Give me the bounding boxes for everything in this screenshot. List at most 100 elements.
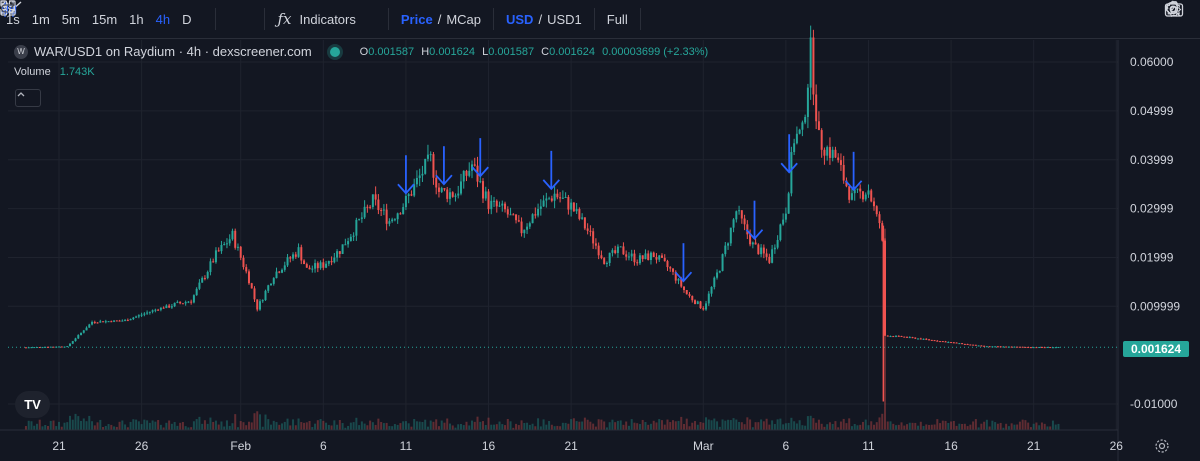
volume-bar	[583, 417, 586, 430]
candle-body	[696, 301, 699, 304]
mcap-option[interactable]: MCap	[446, 11, 481, 27]
interval-4h[interactable]: 4h	[155, 11, 171, 27]
x-tick-label: Feb	[230, 439, 251, 453]
candle-body	[583, 217, 586, 229]
candle-body	[407, 194, 410, 197]
interval-1m[interactable]: 1m	[31, 11, 50, 27]
interval-d[interactable]: D	[182, 11, 192, 27]
candle-body	[495, 200, 498, 207]
volume-bar	[980, 423, 983, 430]
candle-body	[1024, 346, 1027, 348]
volume-bar	[950, 421, 953, 430]
volume-bar	[966, 426, 969, 430]
volume-bar	[826, 424, 829, 430]
volume-bar	[187, 427, 190, 430]
candle-body	[38, 346, 41, 348]
volume-bar	[721, 419, 724, 430]
candle-body	[526, 226, 529, 230]
volume-bar	[33, 425, 36, 430]
full-label: Full	[606, 11, 628, 27]
volume-bar	[746, 417, 749, 430]
price-mcap-toggle[interactable]: Price / MCap	[395, 0, 487, 38]
volume-bar	[179, 422, 182, 430]
volume-bar	[677, 420, 680, 430]
candle-body	[867, 190, 870, 195]
redo-icon[interactable]	[0, 0, 671, 38]
interval-1h[interactable]: 1h	[129, 11, 144, 27]
volume-bar	[132, 419, 135, 430]
interval-5m[interactable]: 5m	[61, 11, 80, 27]
volume-bar	[1038, 425, 1041, 430]
candle-body	[636, 262, 639, 264]
volume-bar	[165, 422, 168, 430]
volume-bar	[586, 419, 589, 430]
candle-body	[721, 254, 724, 271]
x-tick-label: Mar	[693, 439, 714, 453]
ohlc-values: O0.001587 H0.001624 L0.001587 C0.001624 …	[360, 46, 709, 58]
candle-body	[947, 342, 950, 344]
price-option[interactable]: Price	[400, 11, 433, 27]
volume-bar	[669, 422, 672, 430]
candle-body	[655, 257, 658, 260]
interval-15m[interactable]: 15m	[91, 11, 118, 27]
volume-bar	[96, 422, 99, 430]
indicators-label: Indicators	[299, 11, 356, 27]
candle-body	[804, 117, 807, 123]
volume-bar	[225, 420, 228, 430]
candle-body	[1051, 347, 1054, 349]
volume-bar	[143, 419, 146, 430]
candle-body	[1013, 346, 1016, 348]
collapse-legend-button[interactable]	[15, 89, 41, 107]
volume-bar	[366, 425, 369, 430]
line-chart-icon[interactable]	[0, 0, 234, 38]
candle-body	[413, 184, 416, 196]
candle-body	[534, 214, 537, 216]
tradingview-logo[interactable]: TV	[15, 391, 50, 418]
volume-bar	[936, 419, 939, 430]
volume-bar	[300, 422, 303, 430]
candle-body	[165, 305, 168, 309]
candle-body	[647, 253, 650, 261]
volume-bar	[264, 414, 267, 430]
indicators-button[interactable]: ƒx Indicators	[271, 0, 361, 38]
volume-bar	[828, 422, 831, 430]
candle-body	[330, 261, 333, 263]
candle-body	[1002, 346, 1005, 348]
volume-bar	[988, 426, 991, 430]
candle-body	[603, 258, 606, 264]
volume-bar	[272, 420, 275, 430]
candle-body	[939, 341, 942, 343]
slash-separator: /	[437, 11, 442, 27]
usd-option[interactable]: USD	[506, 11, 534, 27]
candle-body	[344, 244, 347, 246]
candle-body	[322, 262, 325, 268]
candle-body	[52, 346, 55, 348]
volume-bar	[892, 423, 895, 430]
fullscreen-button[interactable]: Full	[0, 0, 634, 38]
candle-body	[754, 242, 757, 245]
currency-toggle[interactable]: USD / USD1	[500, 0, 588, 38]
candle-body	[548, 198, 551, 200]
usd1-option[interactable]: USD1	[547, 11, 582, 27]
chart-area[interactable]: 0.06000 0.04999 0.03999 0.02999 0.01999 0.009…	[0, 25, 1200, 461]
volume-bar	[1043, 423, 1046, 430]
candle-body	[793, 143, 796, 153]
volume-bar	[636, 423, 639, 430]
candle-body	[297, 247, 300, 257]
legend-title[interactable]: WAR/USD1 on Raydium · 4h · dexscreener.c…	[34, 44, 312, 59]
candle-body	[878, 214, 881, 224]
candle-body	[917, 338, 920, 340]
close-key: C	[541, 45, 550, 58]
candle-body	[432, 154, 435, 178]
top-toolbar: 1s 1m 5m 15m 1h 4h D ƒx Indicators Price…	[0, 0, 1200, 39]
candle-body	[179, 301, 182, 304]
divider	[387, 8, 389, 30]
candle-body	[314, 263, 317, 269]
volume-bar	[930, 424, 933, 430]
candle-body	[63, 346, 66, 348]
candle-body	[578, 209, 581, 219]
volume-bar	[247, 421, 250, 430]
volume-bar	[963, 423, 966, 430]
candle-body	[972, 344, 975, 346]
